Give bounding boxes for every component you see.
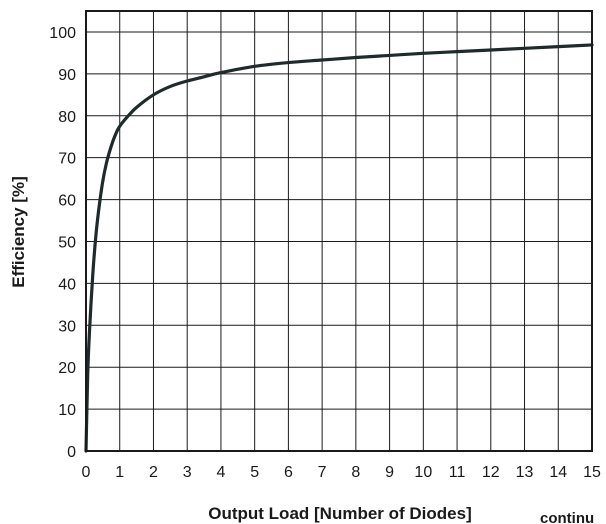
x-tick-label: 3: [183, 464, 192, 481]
x-tick-label: 7: [318, 464, 327, 481]
y-tick-label: 70: [58, 151, 76, 168]
y-tick-label: 10: [58, 402, 76, 419]
plot-frame: [85, 10, 593, 452]
x-tick-label: 5: [250, 464, 259, 481]
y-tick-label: 60: [58, 193, 76, 210]
x-tick-label: 1: [115, 464, 124, 481]
x-tick-label: 12: [482, 464, 500, 481]
series-layer: [84, 43, 594, 453]
x-tick-label: 2: [149, 464, 158, 481]
x-tick-label: 8: [351, 464, 360, 481]
x-tick-label: 15: [583, 464, 601, 481]
y-tick-labels: 0 10 20 30 40 50 60 70 80 90 100: [49, 25, 76, 461]
y-tick-label: 80: [58, 109, 76, 126]
y-axis-title: Efficiency [%]: [9, 176, 28, 287]
x-tick-label: 10: [414, 464, 432, 481]
x-tick-label: 0: [82, 464, 91, 481]
y-tick-label: 0: [67, 444, 76, 461]
x-tick-label: 14: [549, 464, 567, 481]
y-tick-label: 50: [58, 234, 76, 251]
efficiency-curve: [84, 43, 594, 453]
y-tick-label: 40: [58, 276, 76, 293]
x-tick-label: 13: [516, 464, 534, 481]
y-tick-label: 90: [58, 67, 76, 84]
x-tick-label: 9: [385, 464, 394, 481]
continued-note: continu: [540, 510, 594, 524]
y-tick-label: 100: [49, 25, 76, 42]
x-tick-labels: 0 1 2 3 4 5 6 7 8 9 10 11 12 13 14 15: [82, 464, 601, 481]
x-tick-label: 11: [449, 464, 466, 481]
y-tick-label: 20: [58, 360, 76, 377]
y-tick-label: 30: [58, 318, 76, 335]
x-tick-label: 6: [284, 464, 293, 481]
grid: [86, 11, 592, 451]
x-axis-title: Output Load [Number of Diodes]: [208, 504, 471, 523]
x-tick-label: 4: [216, 464, 225, 481]
